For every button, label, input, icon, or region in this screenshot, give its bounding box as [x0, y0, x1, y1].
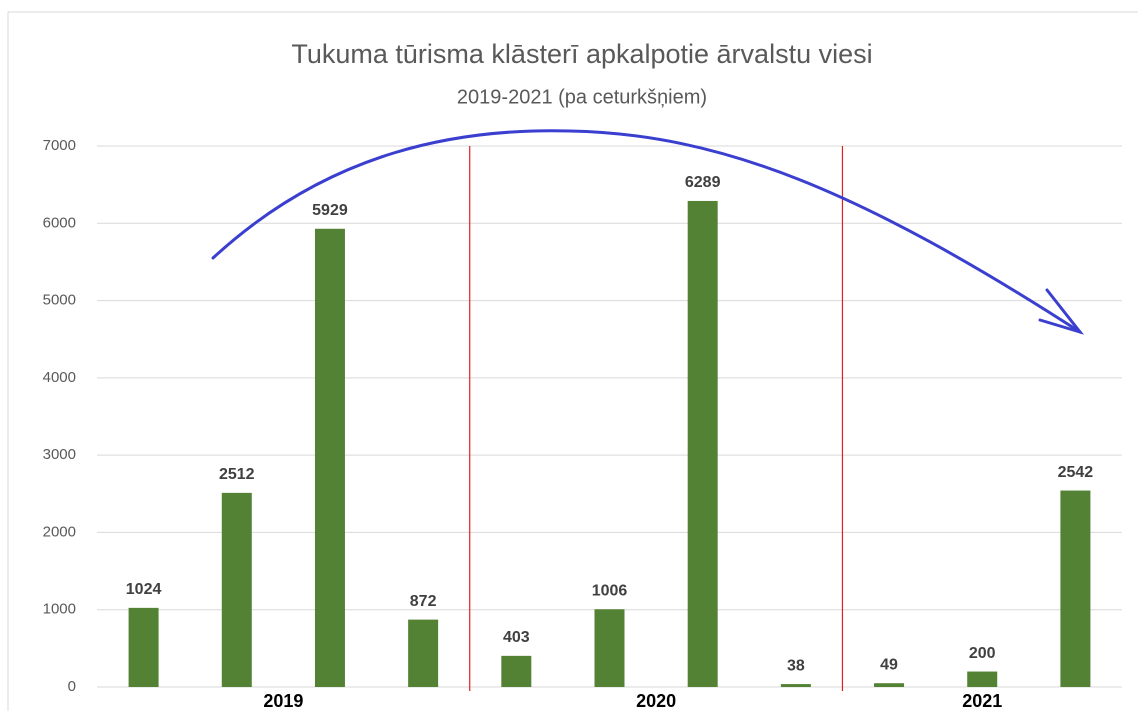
y-tick-label: 7000	[43, 137, 76, 154]
chart-subtitle: 2019-2021 (pa ceturkšņiem)	[457, 86, 707, 108]
value-label: 38	[787, 657, 805, 674]
bar	[780, 684, 811, 687]
chart-frame	[7, 11, 1138, 711]
bar	[314, 228, 345, 687]
group-label: 2021	[962, 691, 1002, 711]
y-tick-label: 5000	[43, 292, 76, 309]
group-label: 2019	[263, 691, 303, 711]
value-label: 200	[969, 645, 996, 662]
bar	[874, 683, 905, 687]
y-tick-label: 0	[68, 678, 76, 695]
y-tick-label: 3000	[43, 446, 76, 463]
value-label: 1006	[592, 582, 628, 599]
bar	[128, 607, 159, 687]
value-label: 403	[503, 629, 530, 646]
bar	[687, 200, 718, 688]
bar	[408, 619, 439, 687]
value-label: 2542	[1058, 464, 1094, 481]
plot-area: 0 1000 2000 3000 4000 5000 6000 7000 2019 2020 202…	[43, 137, 1122, 711]
value-label: 49	[880, 656, 898, 673]
arrow-curve	[211, 129, 1082, 334]
arrow-head	[1038, 288, 1085, 335]
bar	[594, 609, 625, 687]
bar	[967, 671, 998, 687]
value-label: 872	[410, 593, 437, 610]
value-label: 2512	[219, 466, 255, 483]
y-tick-label: 2000	[43, 523, 76, 540]
trend-arrow	[211, 129, 1085, 335]
value-label: 1024	[126, 581, 162, 598]
bar	[1060, 490, 1091, 687]
y-tick-label: 1000	[43, 601, 76, 618]
bar	[501, 655, 532, 687]
value-label: 5929	[312, 202, 348, 219]
y-tick-label: 6000	[43, 214, 76, 231]
value-label: 6289	[685, 174, 721, 191]
group-label: 2020	[636, 691, 676, 711]
chart-title: Tukuma tūrisma klāsterī apkalpotie ārval…	[291, 39, 872, 69]
y-tick-label: 4000	[43, 369, 76, 386]
bar	[221, 492, 252, 687]
